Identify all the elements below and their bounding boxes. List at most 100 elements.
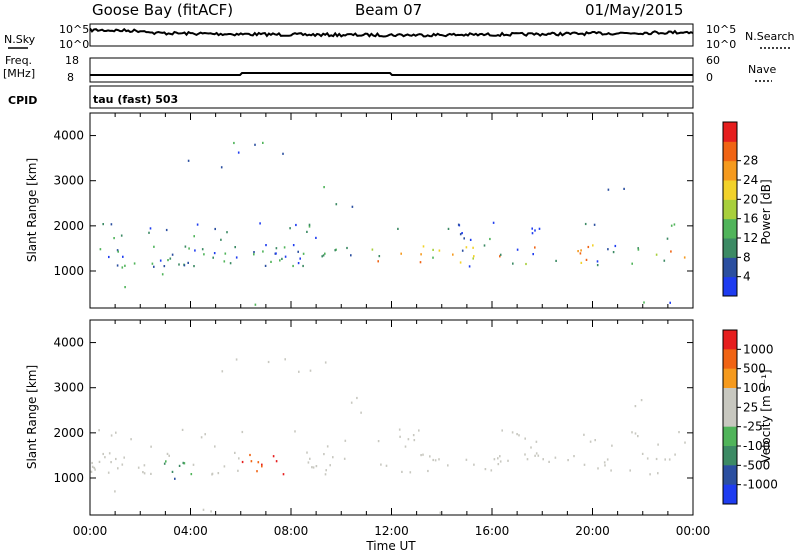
- data-cell: [655, 457, 658, 461]
- data-cell: [419, 261, 422, 264]
- data-cell: [294, 430, 296, 433]
- data-cell: [249, 453, 251, 457]
- data-cell: [295, 223, 297, 227]
- colorbar-segment: [723, 368, 737, 389]
- nave-tick-bottom: 0: [706, 71, 713, 84]
- data-cell: [238, 457, 240, 460]
- data-cell: [196, 223, 199, 226]
- data-cell: [427, 469, 429, 473]
- data-cell: [472, 257, 474, 260]
- data-cell: [102, 223, 104, 226]
- data-cell: [399, 435, 401, 438]
- colorbar-tick-label: -1000: [743, 478, 778, 492]
- colorbar-segment: [723, 122, 737, 142]
- data-cell: [261, 463, 263, 466]
- colorbar-segment: [723, 465, 737, 486]
- data-cell: [292, 264, 294, 268]
- freq-tick-top: 18: [65, 54, 79, 67]
- power-ylabel: Slant Range [km]: [25, 158, 39, 262]
- data-cell: [187, 159, 190, 162]
- data-cell: [323, 186, 325, 189]
- data-cell: [234, 246, 236, 249]
- data-cell: [133, 262, 136, 265]
- data-cell: [643, 301, 645, 304]
- data-cell: [297, 262, 300, 265]
- data-cell: [606, 458, 609, 461]
- velocity-y-axis: 1000 2000 3000 4000: [53, 336, 693, 485]
- data-cell: [407, 438, 410, 441]
- x-tick-label: 08:00: [274, 524, 309, 538]
- colorbar-segment: [723, 426, 737, 447]
- data-cell: [223, 465, 226, 468]
- data-cell: [641, 452, 644, 455]
- data-cell: [603, 461, 606, 464]
- data-cell: [438, 249, 441, 252]
- data-cell: [108, 255, 110, 259]
- data-cell: [261, 465, 263, 468]
- data-cell: [163, 462, 166, 465]
- velocity-heatmap: [90, 358, 686, 514]
- data-cell: [531, 227, 533, 230]
- data-cell: [356, 396, 358, 400]
- data-cell: [254, 303, 257, 306]
- data-cell: [178, 263, 180, 266]
- data-cell: [655, 253, 658, 256]
- data-cell: [404, 445, 407, 448]
- data-cell: [459, 261, 462, 264]
- data-cell: [204, 433, 206, 436]
- data-cell: [484, 468, 487, 471]
- data-cell: [483, 244, 486, 247]
- data-cell: [217, 472, 220, 475]
- data-cell: [673, 223, 676, 226]
- data-cell: [299, 257, 301, 260]
- data-cell: [535, 452, 538, 455]
- data-cell: [233, 141, 235, 145]
- data-cell: [584, 222, 587, 226]
- data-cell: [555, 259, 557, 262]
- data-cell: [378, 255, 381, 258]
- data-cell: [548, 460, 550, 463]
- data-cell: [117, 250, 119, 253]
- colorbar-segment: [723, 199, 737, 220]
- data-cell: [346, 246, 348, 250]
- data-cell: [184, 245, 187, 248]
- data-cell: [174, 477, 176, 480]
- data-cell: [518, 434, 520, 437]
- beam-title: Beam 07: [355, 1, 422, 19]
- data-cell: [275, 252, 277, 255]
- data-cell: [594, 439, 596, 442]
- data-cell: [634, 432, 637, 435]
- data-cell: [329, 464, 331, 467]
- data-cell: [322, 254, 325, 257]
- data-cell: [302, 252, 305, 255]
- data-cell: [121, 266, 124, 269]
- data-cell: [412, 434, 415, 437]
- data-cell: [335, 203, 338, 206]
- data-cell: [123, 456, 125, 459]
- data-cell: [683, 256, 686, 259]
- data-cell: [534, 454, 536, 457]
- data-cell: [567, 459, 569, 462]
- velocity-ylabel: Slant Range [km]: [25, 365, 39, 469]
- data-cell: [122, 255, 124, 258]
- data-cell: [200, 436, 203, 439]
- data-cell: [447, 464, 449, 467]
- colorbar-tick-label: 8: [743, 250, 751, 264]
- data-cell: [220, 166, 223, 169]
- data-cell: [167, 259, 169, 262]
- data-cell: [143, 472, 146, 475]
- colorbar-segment: [723, 180, 737, 200]
- x-tick-label: 20:00: [575, 524, 610, 538]
- data-cell: [262, 250, 264, 253]
- y-tick-label: 4000: [53, 336, 84, 350]
- nsky-trace: [89, 27, 694, 38]
- data-cell: [324, 473, 327, 476]
- station-title: Goose Bay (fitACF): [92, 1, 233, 19]
- data-cell: [298, 370, 300, 373]
- nsky-tick-bottom: 10^0: [59, 38, 89, 51]
- data-cell: [516, 248, 519, 251]
- data-cell: [115, 457, 117, 461]
- freq-trace: [90, 72, 693, 76]
- data-cell: [212, 256, 214, 259]
- velocity-panel-frame: [89, 319, 694, 516]
